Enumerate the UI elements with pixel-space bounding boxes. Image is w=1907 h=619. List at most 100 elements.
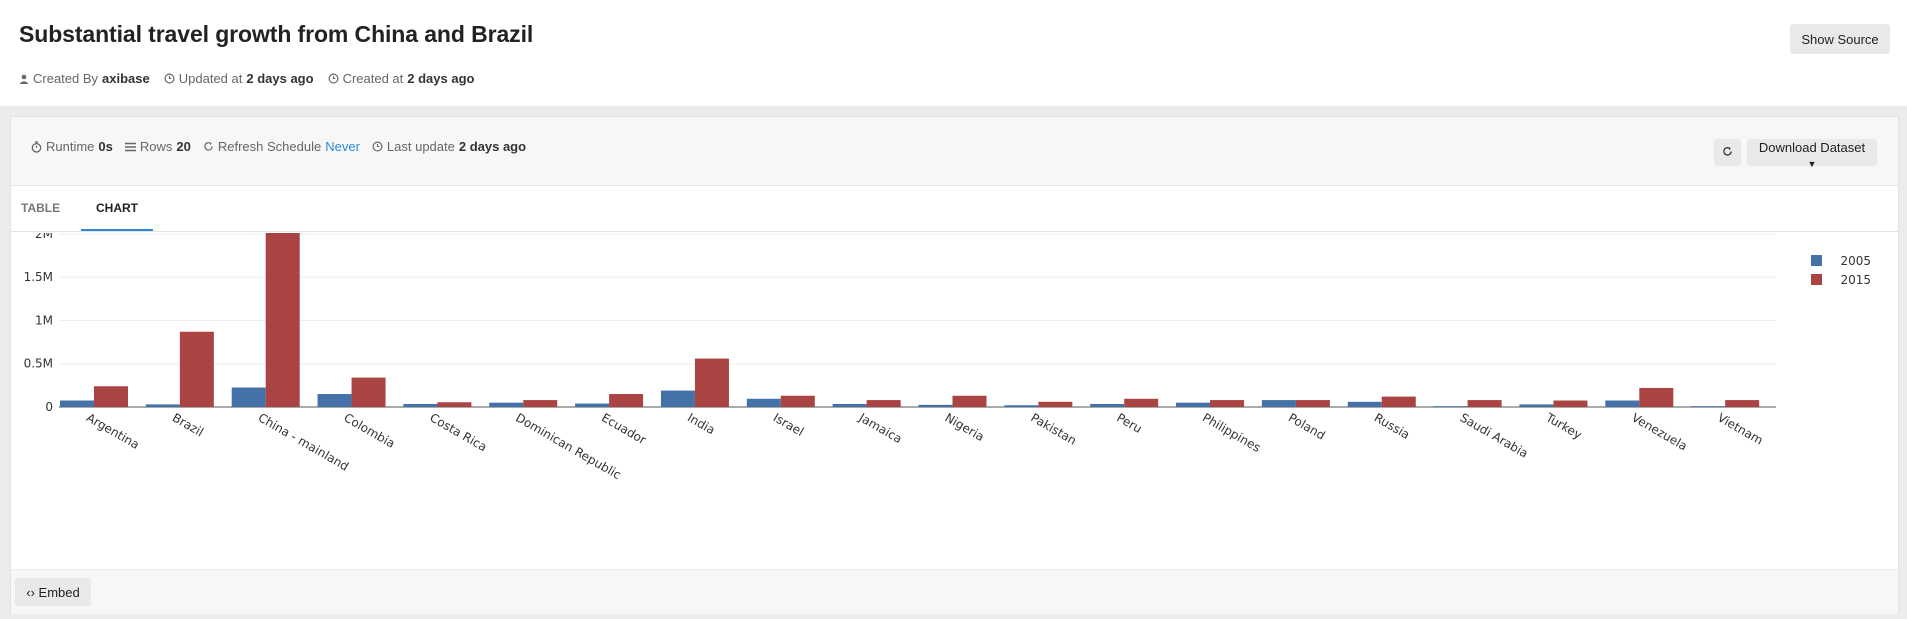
bar-2005 — [660, 390, 695, 407]
bar-2005 — [1261, 400, 1296, 407]
bar-2015 — [94, 386, 128, 407]
rows-value: 20 — [176, 139, 191, 154]
updated-at-label: Updated at — [178, 71, 243, 86]
query-panel: Runtime 0s Rows 20 Refresh Schedule Neve… — [10, 116, 1899, 614]
bar-2005 — [1347, 401, 1382, 407]
runtime-value: 0s — [98, 139, 113, 154]
bar-2015 — [1553, 400, 1588, 407]
refresh-icon — [1723, 147, 1732, 156]
clock-icon — [372, 141, 383, 152]
bar-2015 — [1124, 398, 1159, 407]
refresh-schedule-link[interactable]: Never — [325, 139, 360, 154]
bar-2005 — [918, 404, 953, 407]
bar-2005 — [1691, 406, 1726, 407]
view-tabs: TABLE CHART — [11, 185, 1898, 232]
bar-2015 — [1381, 396, 1416, 407]
refresh-schedule-label: Refresh Schedule — [217, 139, 322, 154]
bar-2005 — [1433, 406, 1468, 407]
bar-2005 — [403, 403, 438, 407]
bar-2005 — [231, 387, 266, 407]
bar-2005 — [145, 404, 180, 407]
chart-area: 0 0.5M 1M 1.5M 2M Argentina Brazil China - main… — [11, 214, 1898, 569]
x-tick-label: China - mainland — [256, 410, 351, 473]
bar-2015 — [179, 331, 214, 407]
x-tick-label: Argentina — [84, 410, 142, 451]
clock-icon — [328, 73, 339, 84]
panel-header: Runtime 0s Rows 20 Refresh Schedule Neve… — [11, 117, 1898, 186]
bar-2005 — [1090, 403, 1125, 407]
bar-2005 — [489, 402, 524, 407]
y-tick-label: 0.5M — [24, 357, 53, 371]
header-meta: Created By axibase Updated at 2 days ago… — [19, 71, 474, 86]
download-dataset-label: Download Dataset — [1758, 140, 1866, 155]
updated-at: Updated at 2 days ago — [164, 71, 314, 86]
created-at-label: Created at — [342, 71, 404, 86]
created-by: Created By axibase — [19, 71, 150, 86]
bar-2015 — [1038, 401, 1073, 407]
bar-2015 — [609, 394, 644, 407]
refresh-icon — [204, 142, 213, 151]
download-dataset-button[interactable]: Download Dataset ▼ — [1747, 139, 1877, 169]
x-tick-label: Nigeria — [943, 410, 987, 444]
embed-button[interactable]: ‹› Embed — [15, 578, 91, 606]
bar-2015 — [780, 395, 815, 407]
created-at-value: 2 days ago — [407, 71, 475, 86]
x-tick-label: Saudi Arabia — [1458, 410, 1531, 460]
bar-2005 — [1519, 404, 1554, 407]
bar-2015 — [437, 402, 472, 407]
updated-at-value: 2 days ago — [246, 71, 314, 86]
last-update-value: 2 days ago — [458, 139, 527, 154]
x-tick-label: Pakistan — [1028, 410, 1079, 447]
dashboard-header: Substantial travel growth from China and… — [0, 0, 1907, 106]
refresh-schedule-stat: Refresh Schedule Never — [203, 139, 360, 154]
bar-2015 — [1210, 400, 1245, 407]
x-tick-label: India — [685, 410, 718, 437]
bar-2015 — [1639, 387, 1674, 407]
bar-2005 — [317, 394, 352, 407]
bar-2015 — [1467, 400, 1502, 407]
bar-2005 — [1176, 402, 1211, 407]
bar-chart: 0 0.5M 1M 1.5M 2M Argentina Brazil China - main… — [24, 214, 1871, 482]
bar-2005 — [832, 403, 867, 407]
x-tick-label: Poland — [1286, 410, 1328, 442]
show-source-button[interactable]: Show Source — [1790, 24, 1890, 54]
bar-2015 — [351, 377, 386, 407]
clock-icon — [164, 73, 175, 84]
bar-2015 — [1725, 400, 1760, 407]
x-tick-label: Vietnam — [1715, 410, 1765, 447]
page-title: Substantial travel growth from China and… — [19, 21, 534, 47]
bar-2015 — [866, 400, 901, 407]
x-tick-label: Turkey — [1543, 410, 1585, 442]
panel-footer: ‹› Embed — [11, 569, 1898, 614]
tab-chart[interactable]: CHART — [81, 185, 153, 231]
x-tick-label: Philippines — [1200, 410, 1263, 454]
bar-2015 — [265, 214, 300, 407]
legend-swatch — [1811, 255, 1822, 266]
tab-table[interactable]: TABLE — [21, 201, 61, 215]
legend-label: 2005 — [1840, 254, 1871, 268]
bar-2015 — [952, 395, 987, 407]
last-update-stat: Last update 2 days ago — [372, 139, 526, 154]
embed-label: Embed — [38, 584, 80, 600]
x-tick-label: Jamaica — [856, 410, 905, 446]
x-tick-label: Venezuela — [1629, 410, 1689, 453]
bar-2005 — [1605, 400, 1640, 407]
bar-2015 — [694, 358, 729, 407]
created-at: Created at 2 days ago — [328, 71, 475, 86]
y-tick-label: 2M — [35, 233, 53, 241]
x-tick-label: Peru — [1114, 410, 1144, 435]
x-tick-label: Brazil — [170, 410, 206, 439]
rows-label: Rows — [139, 139, 173, 154]
x-tick-label: Colombia — [342, 410, 398, 450]
list-icon — [124, 142, 136, 151]
x-tick-label: Costa Rica — [427, 410, 489, 454]
y-tick-label: 1M — [35, 313, 53, 327]
created-by-value: axibase — [102, 71, 150, 86]
runtime-stat: Runtime 0s — [31, 139, 113, 154]
legend-label: 2015 — [1840, 273, 1871, 287]
code-icon: ‹› — [26, 584, 35, 600]
bar-2005 — [746, 398, 781, 407]
refresh-button[interactable] — [1714, 139, 1741, 166]
x-tick-label: Ecuador — [599, 410, 649, 447]
user-icon — [19, 74, 29, 84]
